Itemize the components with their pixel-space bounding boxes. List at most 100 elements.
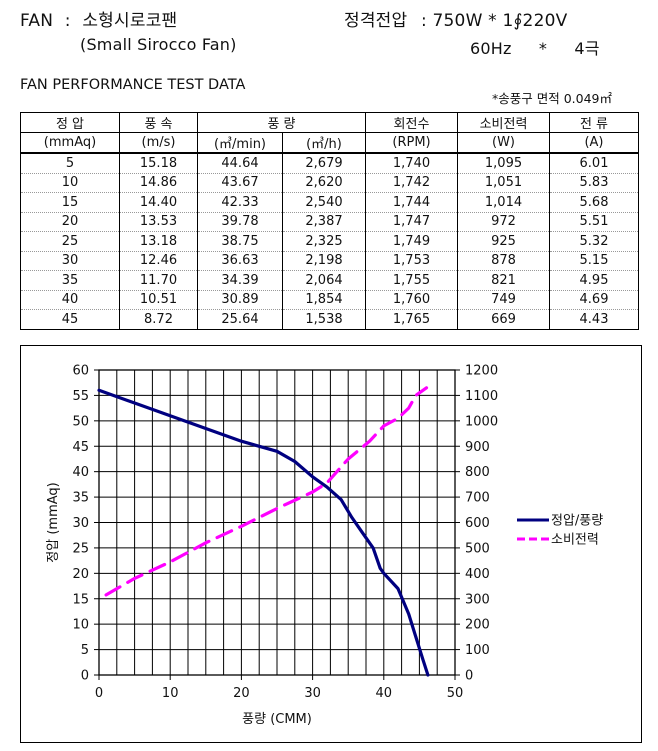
power-consumption-line <box>104 386 429 597</box>
unit-ms: (m/s) <box>119 132 198 154</box>
table-cell: 13.53 <box>119 212 198 232</box>
table-cell: 821 <box>457 270 550 291</box>
unit-mmaq: (mmAq) <box>20 132 120 154</box>
table-cell: 6.01 <box>549 153 639 174</box>
table-cell: 749 <box>457 290 550 310</box>
rated-value: : 750W * 1∮220V <box>420 11 568 31</box>
table-cell: 25 <box>20 231 120 252</box>
table-cell: 878 <box>457 251 550 271</box>
table-cell: 4.95 <box>549 270 639 291</box>
table-cell: 12.46 <box>119 251 198 271</box>
table-cell: 1,747 <box>365 212 458 232</box>
table-cell: 15 <box>20 192 120 213</box>
table-row: 35 11.70 34.39 2,064 1,755 821 4.95 <box>20 270 639 291</box>
y-tick-label: 25 <box>72 541 89 556</box>
outlet-note: *송풍구 면적 0.049㎡ <box>492 91 612 106</box>
y2-tick-label: 300 <box>465 592 490 607</box>
table-cell: 1,095 <box>457 153 550 174</box>
table-cell: 972 <box>457 212 550 232</box>
x-tick-label: 10 <box>162 686 179 701</box>
pressure-airflow-line <box>97 388 430 677</box>
table-cell: 1,740 <box>365 153 458 174</box>
table-cell: 14.86 <box>119 173 198 193</box>
performance-chart-frame: 0 10 20 30 40 50 0 5 10 15 20 25 30 35 40 45 50 55 60 0 100 2… <box>20 345 642 743</box>
legend-pressure-label: 정압/풍량 <box>551 514 603 529</box>
table-cell: 13.18 <box>119 231 198 252</box>
fan-label-text: FAN <box>20 11 54 31</box>
poles: 4극 <box>574 39 600 58</box>
y2-tick-label: 500 <box>465 541 490 556</box>
table-cell: 36.63 <box>197 251 283 271</box>
table-cell: 5 <box>20 153 120 174</box>
y2-tick-label: 200 <box>465 618 490 633</box>
table-cell: 35 <box>20 270 120 291</box>
table-cell: 1,014 <box>457 192 550 213</box>
y-tick-label: 35 <box>72 491 89 506</box>
y-tick-label: 20 <box>72 567 89 582</box>
x-tick-label: 40 <box>376 686 393 701</box>
table-cell: 30 <box>20 251 120 271</box>
y-tick-label: 0 <box>81 669 89 684</box>
legend-power-label: 소비전력 <box>551 533 599 548</box>
table-row: 10 14.86 43.67 2,620 1,742 1,051 5.83 <box>20 173 639 193</box>
table-row: 40 10.51 30.89 1,854 1,760 749 4.69 <box>20 290 639 310</box>
y2-tick-label: 0 <box>465 669 473 684</box>
y-tick-label: 30 <box>72 516 89 531</box>
frequency: 60Hz <box>470 39 512 58</box>
y-tick-label: 60 <box>72 364 89 379</box>
table-cell: 4.43 <box>549 309 639 330</box>
x-tick-label: 30 <box>304 686 321 701</box>
rated-spec: 정격전압 : 750W * 1∮220V <box>344 6 567 31</box>
table-cell: 1,760 <box>365 290 458 310</box>
table-cell: 20 <box>20 212 120 232</box>
freq-spec: 60Hz * 4극 <box>470 35 600 59</box>
table-row: 45 8.72 25.64 1,538 1,765 669 4.43 <box>20 309 639 330</box>
y-tick-label: 45 <box>72 440 89 455</box>
table-cell: 669 <box>457 309 550 330</box>
table-cell: 34.39 <box>197 270 283 291</box>
table-cell: 14.40 <box>119 192 198 213</box>
y-tick-label: 5 <box>81 643 89 658</box>
table-cell: 1,744 <box>365 192 458 213</box>
table-cell: 4.69 <box>549 290 639 310</box>
table-cell: 925 <box>457 231 550 252</box>
x-tick-label: 20 <box>233 686 250 701</box>
table-cell: 1,749 <box>365 231 458 252</box>
rated-label: 정격전압 <box>344 11 408 31</box>
table-cell: 2,540 <box>282 192 366 213</box>
col-header-airflow: 풍 량 <box>197 112 366 133</box>
table-cell: 38.75 <box>197 231 283 252</box>
unit-w: (W) <box>457 132 550 154</box>
table-cell: 2,679 <box>282 153 366 174</box>
unit-a: (A) <box>549 132 639 154</box>
y2-tick-label: 1100 <box>465 389 498 404</box>
table-cell: 25.64 <box>197 309 283 330</box>
fan-name-en: (Small Sirocco Fan) <box>80 35 237 54</box>
fan-name-ko: 소형시로코팬 <box>82 11 178 31</box>
table-cell: 5.83 <box>549 173 639 193</box>
y-tick-label: 50 <box>72 414 89 429</box>
y2-tick-label: 900 <box>465 440 490 455</box>
table-cell: 5.15 <box>549 251 639 271</box>
table-row: 30 12.46 36.63 2,198 1,753 878 5.15 <box>20 251 639 271</box>
table-cell: 42.33 <box>197 192 283 213</box>
table-cell: 43.67 <box>197 173 283 193</box>
col-header-current: 전 류 <box>549 112 639 133</box>
table-cell: 15.18 <box>119 153 198 174</box>
table-row: 20 13.53 39.78 2,387 1,747 972 5.51 <box>20 212 639 232</box>
table-cell: 1,765 <box>365 309 458 330</box>
y-tick-label: 40 <box>72 465 89 480</box>
x-tick-label: 0 <box>95 686 103 701</box>
table-cell: 5.32 <box>549 231 639 252</box>
table-cell: 1,538 <box>282 309 366 330</box>
y-tick-label: 55 <box>72 389 89 404</box>
performance-chart: 0 10 20 30 40 5005101520253035404550556001002… <box>46 364 603 728</box>
table-cell: 11.70 <box>119 270 198 291</box>
y2-tick-label: 1200 <box>465 364 498 379</box>
table-cell: 8.72 <box>119 309 198 330</box>
star-separator: * <box>538 39 548 58</box>
table-cell: 45 <box>20 309 120 330</box>
y-axis-title: 정압 (mmAq) <box>46 482 61 562</box>
table-cell: 40 <box>20 290 120 310</box>
table-header-row: 정 압 풍 속 풍 량 회전수 소비전력 전 류 <box>20 112 639 133</box>
